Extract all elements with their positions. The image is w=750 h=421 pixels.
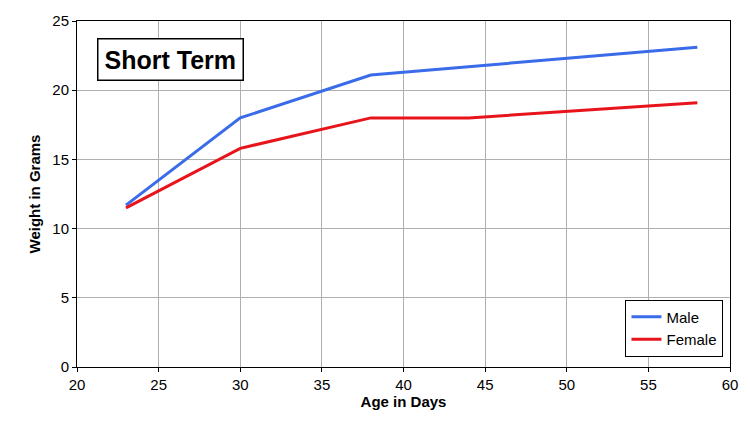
svg-text:Female: Female: [666, 331, 716, 348]
svg-text:60: 60: [722, 376, 739, 393]
svg-text:20: 20: [69, 376, 86, 393]
svg-text:15: 15: [52, 151, 69, 168]
svg-text:5: 5: [61, 289, 69, 306]
svg-text:25: 25: [52, 12, 69, 29]
svg-text:0: 0: [61, 358, 69, 375]
svg-text:50: 50: [558, 376, 575, 393]
svg-text:Male: Male: [666, 309, 699, 326]
svg-text:10: 10: [52, 220, 69, 237]
svg-text:Age in Days: Age in Days: [361, 393, 447, 410]
svg-text:Weight in Grams: Weight in Grams: [26, 135, 43, 254]
svg-text:40: 40: [395, 376, 412, 393]
svg-text:Short Term: Short Term: [105, 46, 237, 74]
svg-text:25: 25: [150, 376, 167, 393]
svg-text:30: 30: [232, 376, 249, 393]
svg-text:45: 45: [477, 376, 494, 393]
svg-text:55: 55: [640, 376, 657, 393]
svg-text:20: 20: [52, 81, 69, 98]
svg-text:35: 35: [314, 376, 331, 393]
